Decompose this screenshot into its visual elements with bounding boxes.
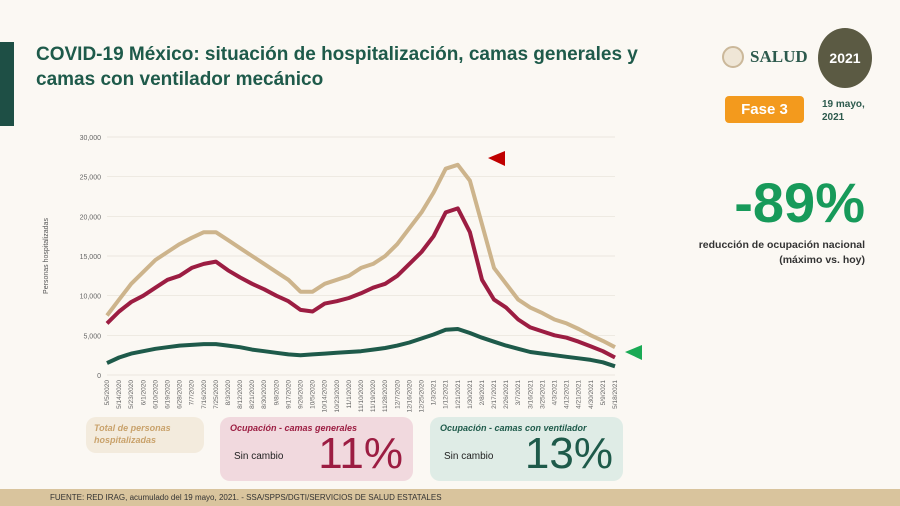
x-tick-label: 4/21/2021 [576, 380, 583, 409]
x-tick-label: 1/30/2021 [467, 380, 474, 409]
y-tick-label: 20,000 [80, 214, 102, 221]
x-tick-label: 2/26/2021 [503, 380, 510, 409]
x-tick-label: 11/10/2020 [358, 380, 365, 412]
x-tick-label: 3/25/2021 [539, 380, 546, 409]
x-tick-label: 4/12/2021 [564, 380, 571, 409]
y-tick-label: 10,000 [80, 294, 102, 301]
x-tick-label: 8/12/2020 [237, 380, 244, 409]
x-tick-label: 8/21/2020 [249, 380, 256, 409]
x-tick-label: 9/8/2020 [273, 380, 280, 406]
x-tick-label: 1/21/2021 [455, 380, 462, 409]
y-tick-label: 25,000 [80, 175, 102, 182]
headline-caption: reducción de ocupación nacional (máximo … [698, 239, 865, 266]
y-tick-label: 15,000 [80, 254, 102, 261]
x-tick-label: 5/5/2020 [104, 380, 111, 406]
x-tick-label: 8/3/2020 [225, 380, 232, 406]
x-tick-label: 11/19/2020 [370, 380, 377, 412]
x-tick-label: 11/1/2020 [346, 380, 353, 409]
x-tick-label: 2/17/2021 [491, 380, 498, 409]
page-title: COVID-19 México: situación de hospitaliz… [36, 44, 638, 90]
headline-value: -89% [734, 171, 865, 234]
card-total: Total de personas hospitalizadas [86, 417, 204, 453]
card-general-beds: Ocupación - camas generales Sin cambio 11% [220, 417, 413, 481]
x-tick-label: 7/25/2020 [213, 380, 220, 409]
card-value: 11% [318, 429, 403, 478]
x-tick-label: 10/14/2020 [322, 380, 329, 413]
y-axis-label: Personas hospitalizadas [43, 218, 50, 294]
x-tick-label: 9/26/2020 [298, 380, 305, 409]
series-line-0 [105, 162, 616, 349]
hospitalization-chart: 0 5,000 10,000 15,000 20,000 25,000 30,000 Pers… [43, 135, 642, 413]
card-title: Ocupación - camas generales [230, 423, 358, 433]
x-tick-label: 4/30/2021 [588, 380, 595, 409]
x-tick-label: 6/19/2020 [164, 380, 171, 409]
x-tick-label: 7/7/2020 [189, 380, 196, 406]
accent-bar [0, 42, 14, 126]
x-tick-label: 5/23/2020 [128, 380, 135, 409]
report-date: 19 mayo, 2021 [822, 99, 865, 123]
x-tick-label: 1/12/2021 [443, 380, 450, 409]
y-tick-label: 30,000 [80, 135, 102, 142]
current-marker-green-icon [625, 345, 642, 360]
x-tick-label: 6/28/2020 [177, 380, 184, 409]
x-tick-label: 5/9/2021 [600, 380, 607, 406]
x-tick-label: 3/16/2021 [527, 380, 534, 409]
x-tick-label: 8/30/2020 [261, 380, 268, 409]
y-tick-label: 5,000 [83, 333, 101, 340]
x-tick-label: 12/7/2020 [394, 380, 401, 409]
x-tick-label: 10/23/2020 [334, 380, 341, 413]
footer-source: FUENTE: RED IRAG, acumulado del 19 mayo,… [0, 489, 900, 506]
salud-logo-text: SALUD [750, 47, 808, 66]
y-tick-label: 0 [97, 373, 101, 380]
x-tick-label: 5/18/2021 [612, 380, 619, 409]
x-tick-label: 11/28/2020 [382, 380, 389, 412]
x-tick-label: 12/16/2020 [406, 380, 413, 413]
x-tick-label: 1/3/2021 [431, 380, 438, 406]
seal-icon [722, 46, 744, 68]
x-tick-label: 6/1/2020 [140, 380, 147, 406]
card-title: Total de personas hospitalizadas [94, 423, 171, 445]
salud-logo: SALUD [722, 46, 808, 68]
x-tick-label: 12/25/2020 [418, 380, 425, 413]
peak-marker-red-icon [488, 151, 505, 166]
x-tick-label: 7/16/2020 [201, 380, 208, 409]
card-value: 13% [524, 429, 613, 478]
phase-badge: Fase 3 [725, 96, 804, 123]
series-line-2 [106, 327, 616, 369]
x-tick-label: 10/5/2020 [310, 380, 317, 409]
x-tick-label: 4/3/2021 [552, 380, 559, 406]
x-tick-label: 3/7/2021 [515, 380, 522, 406]
x-tick-label: 6/10/2020 [152, 380, 159, 409]
series-line-1 [105, 206, 616, 360]
card-status: Sin cambio [234, 451, 284, 462]
x-tick-label: 9/17/2020 [285, 380, 292, 409]
x-tick-label: 5/14/2020 [116, 380, 123, 409]
card-title: Ocupación - camas con ventilador [440, 423, 587, 433]
card-status: Sin cambio [444, 451, 494, 462]
mexico-2021-logo: 2021 [818, 28, 872, 88]
card-ventilator-beds: Ocupación - camas con ventilador Sin camb… [430, 417, 623, 481]
x-tick-label: 2/8/2021 [479, 380, 486, 406]
